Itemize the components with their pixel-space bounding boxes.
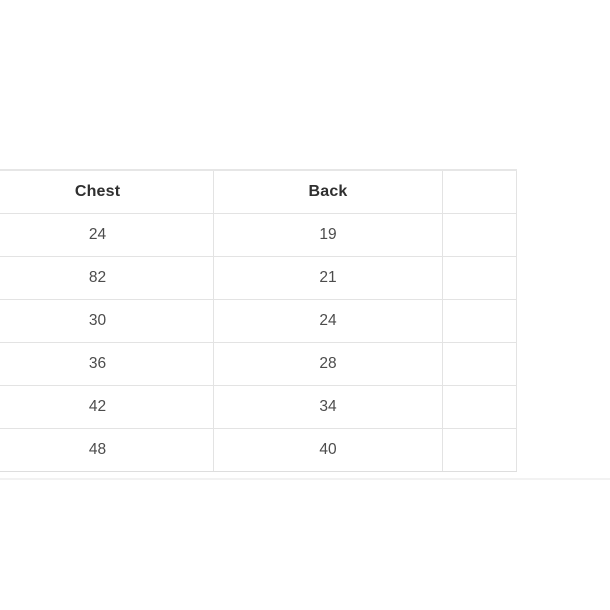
table-cell-clipped-right [441, 213, 518, 257]
column-header-chest: Chest [0, 169, 215, 214]
table-cell-back: 19 [213, 213, 443, 257]
table-cell-clipped-right [441, 385, 518, 429]
column-header-clipped-right [441, 169, 518, 214]
table-cell-clipped-right [441, 428, 518, 472]
table-cell-clipped-right [441, 299, 518, 343]
table-row: 48 40 [0, 428, 518, 472]
header-row: Chest Back [0, 169, 518, 214]
table-cell-back: 34 [213, 385, 443, 429]
table-cell-chest: 82 [0, 256, 215, 300]
table-cell-chest: 24 [0, 213, 215, 257]
table-cell-back: 28 [213, 342, 443, 386]
table-cell-back: 21 [213, 256, 443, 300]
table-row: 36 28 [0, 342, 518, 386]
table-cell-clipped-right [441, 342, 518, 386]
table-cell-back: 24 [213, 299, 443, 343]
table-cell-chest: 36 [0, 342, 215, 386]
table-cell-chest: 42 [0, 385, 215, 429]
table-cell-chest: 30 [0, 299, 215, 343]
table-cell-chest: 48 [0, 428, 215, 472]
size-chart-table: Chest Back 24 19 82 21 30 24 [0, 169, 518, 472]
table-row: 42 34 [0, 385, 518, 429]
column-header-back: Back [213, 169, 443, 214]
table-row: 24 19 [0, 213, 518, 257]
table-cell-clipped-right [441, 256, 518, 300]
table-row: 82 21 [0, 256, 518, 300]
table-bottom-shadow [0, 478, 610, 480]
table-row: 30 24 [0, 299, 518, 343]
table-cell-back: 40 [213, 428, 443, 472]
